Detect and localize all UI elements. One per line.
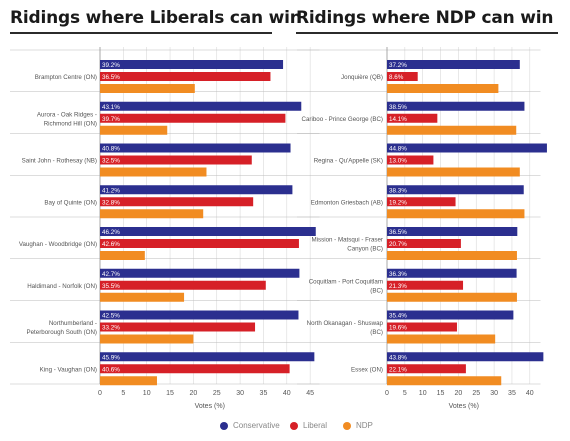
legend-item-conservative: Conservative <box>220 421 280 431</box>
left-x-tick-label: 15 <box>166 390 174 397</box>
left-data-label: 39.2% <box>102 62 120 69</box>
left-data-label: 40.6% <box>102 366 120 373</box>
left-bar-liberal <box>100 239 299 248</box>
left-category-label: Aurora - Oak Ridges - <box>37 111 97 118</box>
left-data-label: 45.9% <box>102 354 120 361</box>
left-bar-liberal <box>100 280 266 290</box>
legend-item-liberal: Liberal <box>290 421 327 431</box>
left-data-label: 42.6% <box>102 241 120 248</box>
left-data-label: 32.8% <box>102 199 120 206</box>
left-data-label: 43.1% <box>102 104 120 111</box>
left-chart-title: Ridings where Liberals can win <box>10 8 302 28</box>
left-category-label: Vaughan - Woodbridge (ON) <box>19 241 97 248</box>
left-x-tick-label: 10 <box>143 390 151 397</box>
left-x-tick-label: 30 <box>236 390 244 397</box>
left-bar-conservative <box>100 227 316 236</box>
legend: Conservative Liberal NDP <box>0 421 570 435</box>
left-data-label: 42.7% <box>102 271 120 278</box>
legend-swatch-liberal <box>290 422 298 430</box>
left-data-label: 42.5% <box>102 313 120 320</box>
left-category-label: Bay of Quinte (ON) <box>44 199 97 206</box>
left-x-tick-label: 45 <box>306 390 314 397</box>
left-bar-liberal <box>100 72 271 81</box>
left-bar-conservative <box>100 185 293 195</box>
left-category-label: Haldimand - Norfolk (ON) <box>27 283 97 290</box>
left-bar-ndp <box>100 167 207 177</box>
left-bar-ndp <box>100 84 195 93</box>
left-bar-ndp <box>100 209 204 219</box>
legend-item-ndp: NDP <box>343 421 373 431</box>
legend-label-liberal: Liberal <box>303 421 328 430</box>
left-category-label: King - Vaughan (ON) <box>40 366 97 373</box>
left-bar-conservative <box>100 352 315 362</box>
left-data-label: 35.5% <box>102 283 120 290</box>
left-bar-conservative <box>100 268 300 278</box>
left-x-tick-label: 20 <box>190 390 198 397</box>
left-bar-ndp <box>100 125 168 135</box>
left-bar-liberal <box>100 155 252 165</box>
legend-swatch-ndp <box>343 422 351 430</box>
left-x-tick-label: 25 <box>213 390 221 397</box>
left-data-label: 41.2% <box>102 187 120 194</box>
left-bar-ndp <box>100 251 145 260</box>
left-category-label: Northumberland - <box>49 320 97 327</box>
left-x-tick-label: 35 <box>260 390 268 397</box>
left-data-label: 36.5% <box>102 74 120 81</box>
left-x-tick-label: 40 <box>283 390 291 397</box>
left-bar-liberal <box>100 364 290 374</box>
left-data-label: 46.2% <box>102 229 120 236</box>
left-category-label: Peterborough South (ON) <box>26 329 97 336</box>
left-x-axis-title: Votes (%) <box>195 403 225 410</box>
left-bar-ndp <box>100 376 157 386</box>
left-bar-conservative <box>100 60 284 69</box>
left-bar-ndp <box>100 292 185 302</box>
left-bar-conservative <box>100 101 302 111</box>
left-bar-liberal <box>100 113 286 123</box>
left-bar-conservative <box>100 143 291 153</box>
legend-label-ndp: NDP <box>356 421 373 430</box>
left-category-label: Brampton Centre (ON) <box>35 74 97 81</box>
left-category-label: Richmond Hill (ON) <box>44 120 97 127</box>
left-data-label: 40.8% <box>102 146 120 153</box>
right-chart-title: Ridings where NDP can win <box>296 8 554 28</box>
left-bar-ndp <box>100 334 194 344</box>
left-data-label: 33.2% <box>102 325 120 332</box>
right-title-rule <box>296 32 558 34</box>
left-bar-liberal <box>100 197 254 207</box>
left-x-tick-label: 5 <box>121 390 125 397</box>
left-data-label: 32.5% <box>102 158 120 165</box>
left-title-rule <box>10 32 272 34</box>
legend-swatch-conservative <box>220 422 228 430</box>
left-category-label: Saint John - Rothesay (NB) <box>22 158 97 165</box>
left-bar-conservative <box>100 310 299 320</box>
left-bar-liberal <box>100 322 256 332</box>
left-data-label: 39.7% <box>102 116 120 123</box>
legend-label-conservative: Conservative <box>233 421 280 430</box>
left-x-tick-label: 0 <box>98 390 102 397</box>
